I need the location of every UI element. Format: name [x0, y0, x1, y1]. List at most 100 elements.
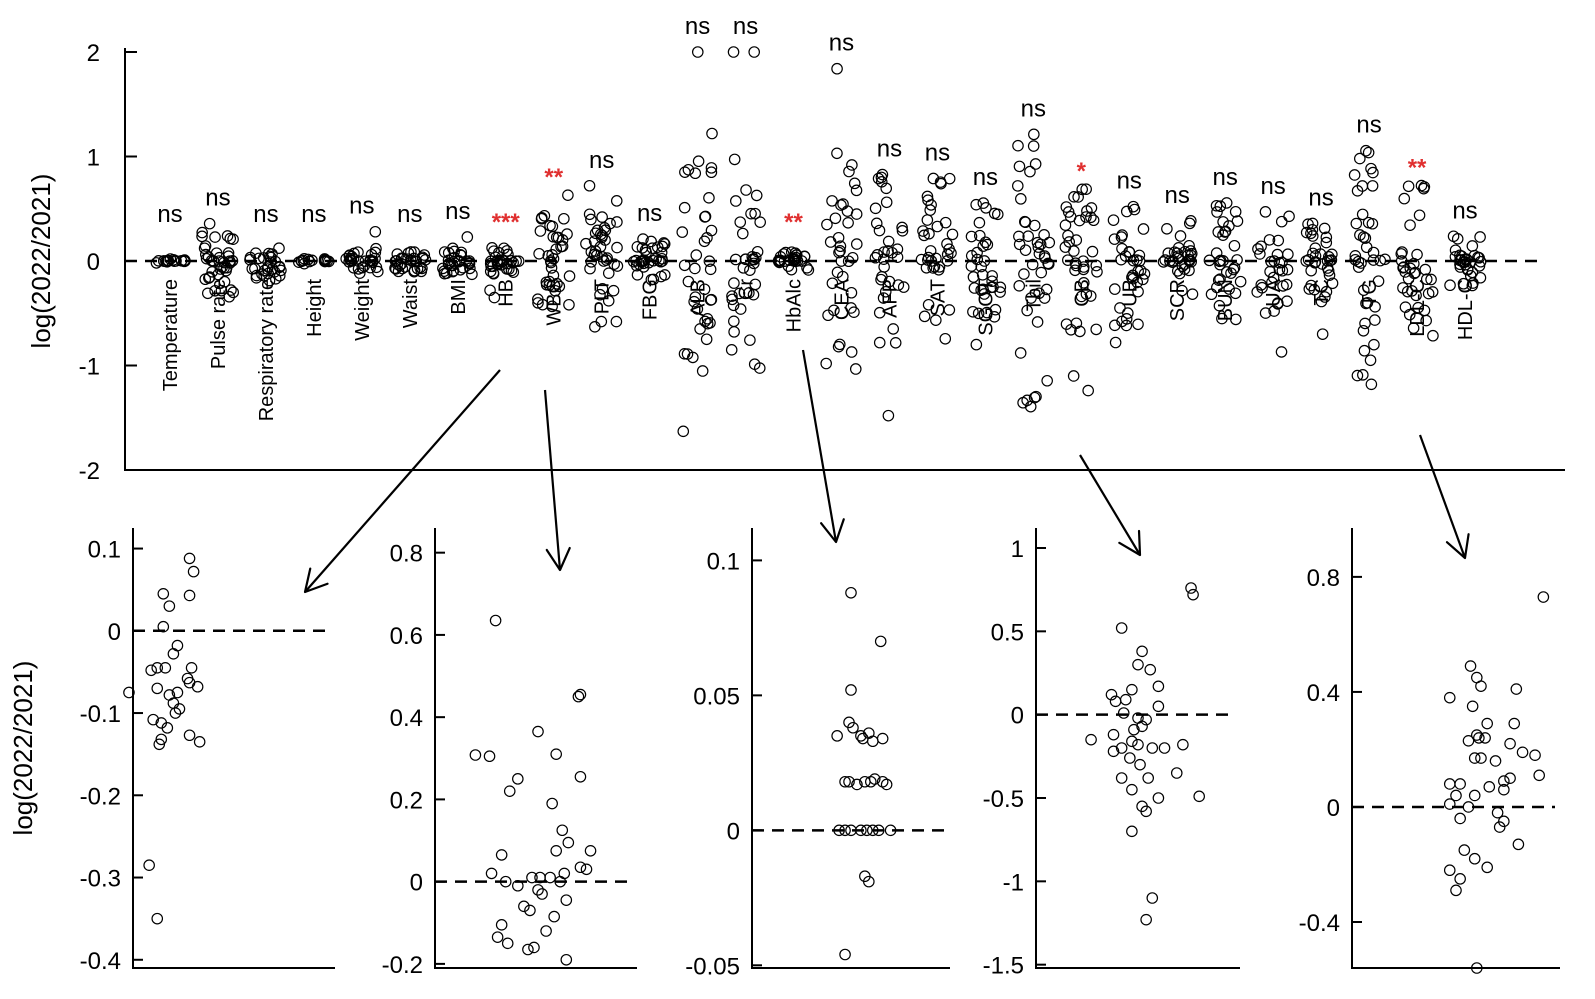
category-group: ns BUN — [1203, 164, 1247, 326]
data-point — [1365, 162, 1377, 175]
data-point — [499, 875, 512, 888]
data-point — [734, 216, 747, 228]
data-point — [729, 253, 742, 266]
data-point — [608, 258, 620, 270]
data-point — [533, 247, 545, 260]
data-point — [1348, 169, 1361, 181]
data-point — [491, 257, 504, 270]
data-point — [183, 552, 196, 565]
data-point — [1142, 772, 1154, 784]
inset-y-tick-label: -0.1 — [80, 701, 121, 728]
data-point — [588, 248, 601, 261]
data-point — [1059, 219, 1072, 231]
data-point — [469, 749, 482, 761]
arrow-shaft — [543, 389, 562, 571]
data-point — [1152, 700, 1165, 713]
data-point — [1454, 812, 1466, 825]
data-point — [152, 255, 165, 267]
data-point — [833, 824, 845, 837]
data-point — [591, 224, 604, 237]
inset-y-tick-label: 0 — [1327, 795, 1340, 822]
category-label: Respiratory rate — [256, 279, 278, 421]
data-point — [1510, 683, 1523, 695]
data-point — [1467, 277, 1479, 289]
data-point — [705, 224, 718, 237]
data-point — [1211, 281, 1223, 294]
data-point — [269, 255, 282, 268]
data-point — [1263, 234, 1276, 246]
data-point — [369, 225, 382, 238]
data-point — [389, 262, 401, 274]
data-point — [1462, 735, 1475, 747]
data-point — [1085, 202, 1098, 214]
data-point — [1013, 280, 1026, 292]
category-label: TG — [1359, 279, 1381, 307]
significance-label: ns — [829, 30, 854, 57]
data-point — [1136, 800, 1148, 813]
category-label: CB — [1071, 279, 1093, 307]
data-point — [583, 208, 596, 221]
data-point — [221, 230, 234, 242]
data-point — [390, 263, 402, 275]
data-point — [802, 264, 815, 276]
data-point — [1255, 279, 1268, 291]
data-point — [875, 171, 888, 184]
inset-y-tick-label: 0 — [108, 619, 121, 646]
data-point — [1176, 260, 1189, 273]
data-point — [583, 179, 596, 192]
data-point — [1475, 680, 1487, 692]
data-point — [558, 212, 570, 225]
data-point — [922, 194, 934, 206]
data-point — [892, 279, 905, 291]
data-point — [163, 600, 176, 612]
data-point — [1038, 229, 1050, 241]
data-point — [1357, 369, 1369, 381]
data-point — [1033, 247, 1046, 260]
data-point — [1369, 314, 1381, 326]
data-point — [1374, 254, 1387, 267]
data-point — [1068, 245, 1080, 257]
data-point — [1504, 772, 1516, 784]
data-point — [1364, 354, 1377, 367]
inset-y-tick-label: -0.05 — [685, 953, 740, 980]
data-point — [196, 226, 208, 239]
data-point — [873, 336, 886, 349]
data-point — [1220, 197, 1233, 209]
data-point — [658, 269, 671, 281]
category-group: * CB — [1059, 158, 1103, 397]
data-point — [1397, 261, 1409, 274]
data-point — [185, 662, 198, 674]
data-point — [1105, 688, 1118, 701]
data-point — [1300, 226, 1313, 239]
data-point — [1090, 323, 1103, 336]
significance-label: ** — [1408, 155, 1427, 182]
data-point — [1450, 884, 1462, 897]
data-point — [679, 166, 691, 178]
category-label: SAT — [927, 279, 949, 316]
category-label: SGOT — [975, 279, 997, 336]
data-point — [1152, 680, 1165, 693]
data-point — [1075, 290, 1088, 303]
data-point — [1318, 222, 1331, 235]
data-point — [1216, 312, 1228, 325]
data-point — [880, 196, 893, 209]
inset-axes — [1351, 528, 1560, 969]
inset-y-tick-label: 0.4 — [390, 705, 423, 732]
data-point — [934, 176, 947, 188]
data-point — [1352, 255, 1365, 268]
data-point — [147, 713, 159, 726]
data-point — [859, 775, 871, 788]
significance-label: ns — [637, 200, 662, 227]
significance-label: ** — [784, 209, 803, 236]
data-point — [585, 246, 598, 258]
data-point — [1021, 304, 1033, 317]
data-point — [560, 894, 573, 906]
data-point — [1471, 729, 1483, 741]
data-point — [876, 732, 889, 745]
data-point — [839, 775, 851, 788]
data-point — [1124, 752, 1136, 764]
data-point — [1080, 183, 1092, 195]
data-point — [1031, 316, 1044, 328]
data-point — [191, 680, 204, 693]
data-point — [704, 317, 716, 329]
